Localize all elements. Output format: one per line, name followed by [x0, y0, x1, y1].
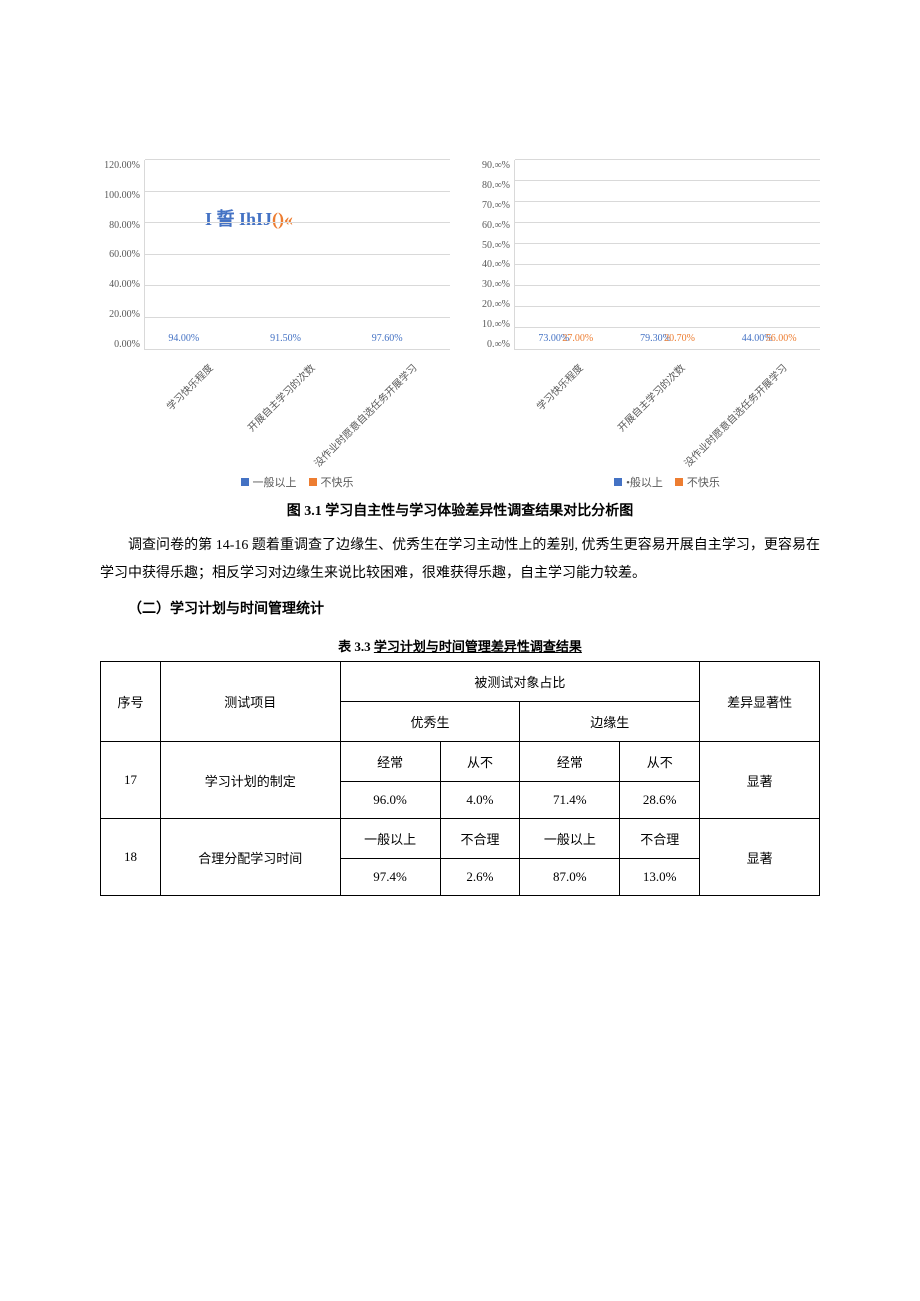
table-body: 17学习计划的制定经常从不经常从不显著96.0%4.0%71.4%28.6%18… [101, 742, 820, 896]
th-diff: 差异显著性 [700, 662, 820, 742]
paragraph-1: 调查问卷的第 14-16 题着重调查了边缘生、优秀生在学习主动性上的差别, 优秀… [100, 532, 820, 588]
chart2-plot: 73.00%27.00%79.30%20.70%44.00%56.00% [514, 160, 820, 350]
charts-row: 120.00%100.00%80.00%60.00%40.00%20.00%0.… [100, 160, 820, 490]
chart-left: 120.00%100.00%80.00%60.00%40.00%20.00%0.… [100, 160, 450, 490]
survey-table: 序号 测试项目 被测试对象占比 差异显著性 优秀生 边缘生 17学习计划的制定经… [100, 661, 820, 896]
chart1-legend: 一般以上不快乐 [144, 474, 450, 490]
table-caption-underline: 学习计划与时间管理差异性调查结果 [374, 639, 582, 654]
table-row: 18合理分配学习时间一般以上不合理一般以上不合理显著 [101, 819, 820, 859]
th-marginal: 边缘生 [520, 702, 700, 742]
table-caption-prefix: 表 3.3 [338, 639, 374, 654]
chart1-plot: I 誓 IhIJ()« 94.00%91.50%97.60% [144, 160, 450, 350]
chart1-xaxis: 学习快乐程度开展自主学习的次数没作业时愿意自选任务开展学习 [144, 350, 450, 470]
section-heading-2: （二）学习计划与时间管理统计 [100, 598, 820, 618]
th-no: 序号 [101, 662, 161, 742]
table-caption: 表 3.3 学习计划与时间管理差异性调查结果 [100, 636, 820, 655]
th-excellent: 优秀生 [340, 702, 520, 742]
table-row: 17学习计划的制定经常从不经常从不显著 [101, 742, 820, 782]
figure-caption: 图 3.1 学习自主性与学习体验差异性调查结果对比分析图 [100, 500, 820, 520]
th-ratio: 被测试对象占比 [340, 662, 700, 702]
chart-right: 90.∞%80.∞%70.∞%60.∞%50.∞%40.∞%30.∞%20.∞%… [470, 160, 820, 490]
table-header-row-1: 序号 测试项目 被测试对象占比 差异显著性 [101, 662, 820, 702]
chart2-legend: •般以上不快乐 [514, 474, 820, 490]
th-item: 测试项目 [160, 662, 340, 742]
chart1-yaxis: 120.00%100.00%80.00%60.00%40.00%20.00%0.… [100, 160, 144, 350]
chart2-yaxis: 90.∞%80.∞%70.∞%60.∞%50.∞%40.∞%30.∞%20.∞%… [470, 160, 514, 350]
chart2-xaxis: 学习快乐程度开展自主学习的次数没作业时愿意自选任务开展学习 [514, 350, 820, 470]
